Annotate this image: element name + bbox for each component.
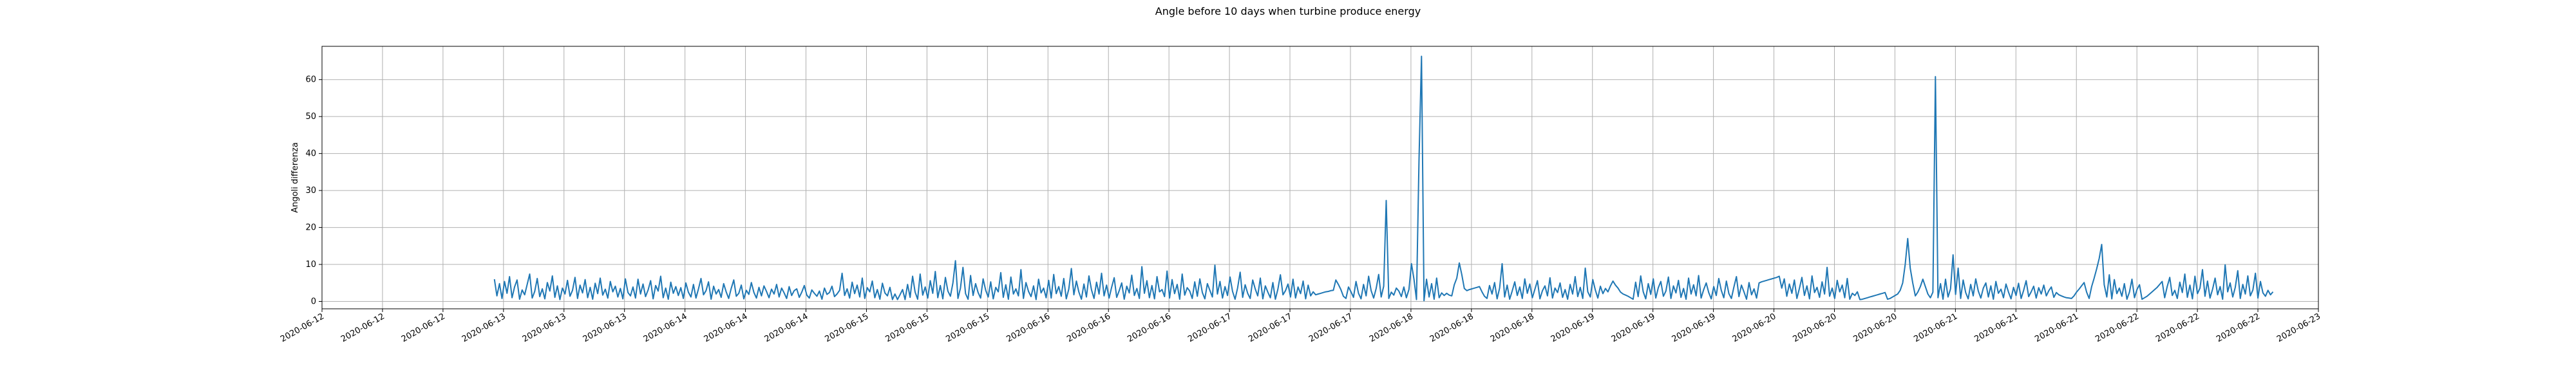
- x-tick-label: 2020-06-18: [1489, 311, 1536, 344]
- x-tick-label: 2020-06-18: [1428, 311, 1475, 344]
- series-line: [493, 55, 2274, 302]
- x-tick-label: 2020-06-22: [2154, 311, 2201, 344]
- x-tick-label: 2020-06-15: [884, 311, 931, 344]
- plot-frame: [321, 46, 2319, 309]
- y-tick-label: 60: [305, 75, 316, 85]
- x-tick-label: 2020-06-17: [1186, 311, 1233, 344]
- x-tick-label: 2020-06-13: [582, 311, 629, 344]
- x-tick-label: 2020-06-22: [2094, 311, 2141, 344]
- y-tick-label: 0: [311, 297, 316, 307]
- x-tick-label: 2020-06-21: [1973, 311, 2020, 344]
- x-tick-label: 2020-06-16: [1126, 311, 1173, 344]
- x-tick-label: 2020-06-14: [703, 311, 750, 344]
- x-tick-label: 2020-06-12: [279, 311, 326, 344]
- x-tick-label: 2020-06-17: [1307, 311, 1354, 344]
- y-tick-label: 30: [305, 186, 316, 196]
- x-tick-label: 2020-06-13: [460, 311, 507, 344]
- grid-lines: [321, 46, 2319, 309]
- x-tick-label: 2020-06-19: [1610, 311, 1657, 344]
- x-tick-label: 2020-06-18: [1368, 311, 1415, 344]
- x-tick-label: 2020-06-12: [339, 311, 386, 344]
- x-tick-label: 2020-06-19: [1671, 311, 1718, 344]
- x-tick-label: 2020-06-14: [642, 311, 689, 344]
- y-axis-label: Angoli differenza: [290, 142, 300, 213]
- x-tick-label: 2020-06-13: [521, 311, 568, 344]
- x-tick-label: 2020-06-17: [1247, 311, 1294, 344]
- x-tick-label: 2020-06-19: [1549, 311, 1596, 344]
- x-tick-label: 2020-06-16: [1005, 311, 1052, 344]
- x-tick-label: 2020-06-20: [1792, 311, 1839, 344]
- x-tick-label: 2020-06-14: [763, 311, 810, 344]
- y-tick-label: 50: [305, 112, 316, 122]
- x-tick-label: 2020-06-12: [400, 311, 447, 344]
- x-tick-label: 2020-06-21: [2033, 311, 2080, 344]
- y-tick-label: 10: [305, 260, 316, 270]
- x-tick-label: 2020-06-20: [1852, 311, 1899, 344]
- x-tick-label: 2020-06-15: [944, 311, 991, 344]
- y-axis: 0 10 20 30 40 50 60: [305, 75, 322, 307]
- x-axis: 2020-06-12 2020-06-12 2020-06-12 2020-06-13…: [279, 309, 2322, 344]
- y-tick-label: 40: [305, 149, 316, 159]
- x-tick-label: 2020-06-22: [2215, 311, 2262, 344]
- x-tick-label: 2020-06-23: [2275, 311, 2322, 344]
- y-tick-label: 20: [305, 223, 316, 233]
- x-tick-label: 2020-06-21: [1912, 311, 1959, 344]
- x-tick-label: 2020-06-20: [1731, 311, 1778, 344]
- x-tick-label: 2020-06-16: [1065, 311, 1112, 344]
- plot-area: [493, 55, 2274, 302]
- chart-title: Angle before 10 days when turbine produc…: [1155, 5, 1421, 17]
- x-tick-label: 2020-06-15: [824, 311, 871, 344]
